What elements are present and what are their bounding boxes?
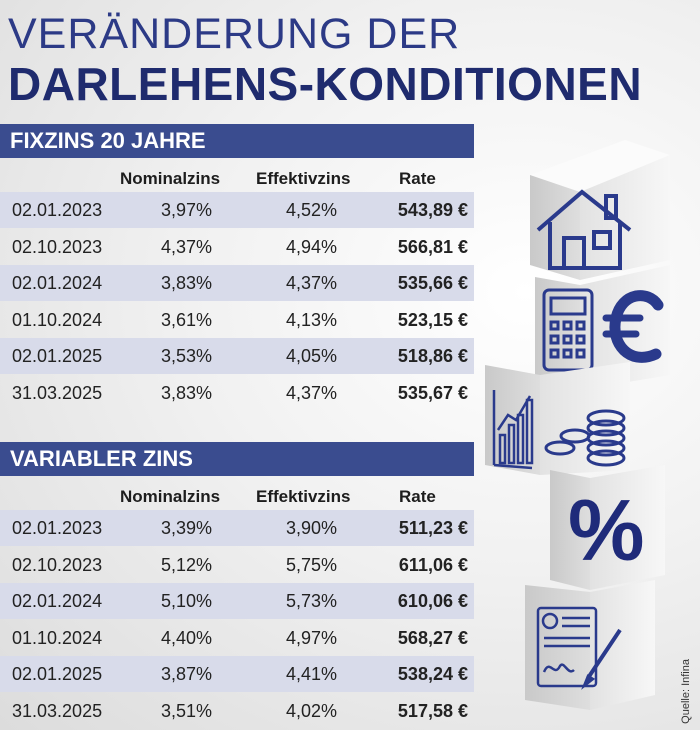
title-line-2: DARLEHENS-KONDITIONEN <box>8 58 643 110</box>
effektivzins-cell: 4,41% <box>285 664 337 684</box>
rate-cell: 538,24 € <box>397 664 468 684</box>
contract-block <box>525 580 655 710</box>
rate-cell: 611,06 € <box>398 554 468 575</box>
table-row: 02.10.2023 5,12% 5,75% 611,06 € <box>0 547 474 583</box>
effektivzins-cell: 5,73% <box>285 591 337 611</box>
euro-icon <box>602 290 664 363</box>
rate-cell: 535,67 € <box>397 382 468 403</box>
column-header-nominalzins: Nominalzins <box>120 169 221 188</box>
coin-stack-icon <box>544 409 626 467</box>
table-row: 31.03.2025 3,51% 4,02% 517,58 € <box>0 693 474 729</box>
column-header-rate: Rate <box>399 169 436 188</box>
date-cell: 02.01.2025 <box>12 346 103 366</box>
effektivzins-cell: 4,94% <box>285 236 337 257</box>
nominalzins-cell: 3,61% <box>160 309 212 330</box>
date-cell: 02.01.2024 <box>12 591 103 611</box>
date-cell: 02.01.2025 <box>12 664 103 684</box>
rate-cell: 523,15 € <box>397 309 468 330</box>
effektivzins-cell: 5,75% <box>285 554 337 575</box>
date-cell: 02.01.2023 <box>12 518 103 538</box>
nominalzins-cell: 4,37% <box>160 236 212 257</box>
effektivzins-cell: 4,13% <box>285 309 337 330</box>
source-note: Quelle: Infina <box>680 659 692 724</box>
table-row: 02.01.2023 3,39% 3,90% 511,23 € <box>0 510 474 546</box>
rate-cell: 535,66 € <box>397 273 468 293</box>
nominalzins-cell: 5,12% <box>160 554 212 575</box>
table-row: 02.01.2025 3,53% 4,05% 518,86 € <box>0 338 474 374</box>
title-line-1: VERÄNDERUNG DER <box>8 10 461 58</box>
effektivzins-cell: 4,37% <box>285 382 337 403</box>
column-header-nominalzins: Nominalzins <box>120 487 221 506</box>
nominalzins-cell: 5,10% <box>160 591 212 611</box>
effektivzins-cell: 4,97% <box>285 627 337 648</box>
column-header-effektivzins: Effektivzins <box>256 169 351 188</box>
effektivzins-cell: 3,90% <box>285 518 337 538</box>
section-heading-variabler-zins: VARIABLER ZINS <box>0 442 474 476</box>
house-block <box>530 140 670 280</box>
date-cell: 02.01.2023 <box>12 200 103 220</box>
rate-cell: 517,58 € <box>397 700 468 721</box>
calculator-icon <box>542 288 594 372</box>
date-cell: 31.03.2025 <box>12 700 103 721</box>
column-header-rate: Rate <box>399 487 436 506</box>
effektivzins-cell: 4,05% <box>285 346 337 366</box>
svg-text:%: % <box>568 483 644 579</box>
house-icon <box>536 189 632 270</box>
rate-cell: 566,81 € <box>397 236 468 257</box>
section-heading-fixzins: FIXZINS 20 JAHRE <box>0 124 474 158</box>
stacked-blocks-illustration: % <box>485 140 670 710</box>
date-cell: 01.10.2024 <box>12 627 103 648</box>
rate-cell: 568,27 € <box>397 627 468 648</box>
date-cell: 02.10.2023 <box>12 554 103 575</box>
table-row: 02.10.2023 4,37% 4,94% 566,81 € <box>0 229 474 265</box>
rising-chart-icon <box>492 390 534 470</box>
contract-signature-icon <box>536 606 622 690</box>
nominalzins-cell: 3,83% <box>160 273 212 293</box>
date-cell: 02.01.2024 <box>12 273 103 293</box>
table-row: 31.03.2025 3,83% 4,37% 535,67 € <box>0 375 474 411</box>
rate-cell: 543,89 € <box>397 200 468 220</box>
calculator-euro-block <box>535 265 670 390</box>
nominalzins-cell: 3,97% <box>160 200 212 220</box>
nominalzins-cell: 3,51% <box>160 700 212 721</box>
rate-cell: 518,86 € <box>397 346 468 366</box>
percent-icon: % <box>568 483 644 579</box>
table-row: 02.01.2023 3,97% 4,52% 543,89 € <box>0 192 474 228</box>
chart-coins-block <box>485 362 630 475</box>
nominalzins-cell: 3,53% <box>160 346 212 366</box>
percent-block: % <box>550 465 665 590</box>
effektivzins-cell: 4,02% <box>285 700 337 721</box>
table-row: 02.01.2025 3,87% 4,41% 538,24 € <box>0 656 474 692</box>
table-row: 02.01.2024 3,83% 4,37% 535,66 € <box>0 265 474 301</box>
column-header-effektivzins: Effektivzins <box>256 487 351 506</box>
nominalzins-cell: 3,83% <box>160 382 212 403</box>
date-cell: 02.10.2023 <box>12 236 103 257</box>
rate-cell: 511,23 € <box>398 518 468 538</box>
date-cell: 31.03.2025 <box>12 382 103 403</box>
effektivzins-cell: 4,52% <box>285 200 337 220</box>
nominalzins-cell: 4,40% <box>160 627 212 648</box>
nominalzins-cell: 3,87% <box>160 664 212 684</box>
effektivzins-cell: 4,37% <box>285 273 337 293</box>
table-row: 02.01.2024 5,10% 5,73% 610,06 € <box>0 583 474 619</box>
nominalzins-cell: 3,39% <box>160 518 212 538</box>
date-cell: 01.10.2024 <box>12 309 103 330</box>
rate-cell: 610,06 € <box>397 591 468 611</box>
table-row: 01.10.2024 3,61% 4,13% 523,15 € <box>0 302 474 338</box>
table-row: 01.10.2024 4,40% 4,97% 568,27 € <box>0 620 474 656</box>
